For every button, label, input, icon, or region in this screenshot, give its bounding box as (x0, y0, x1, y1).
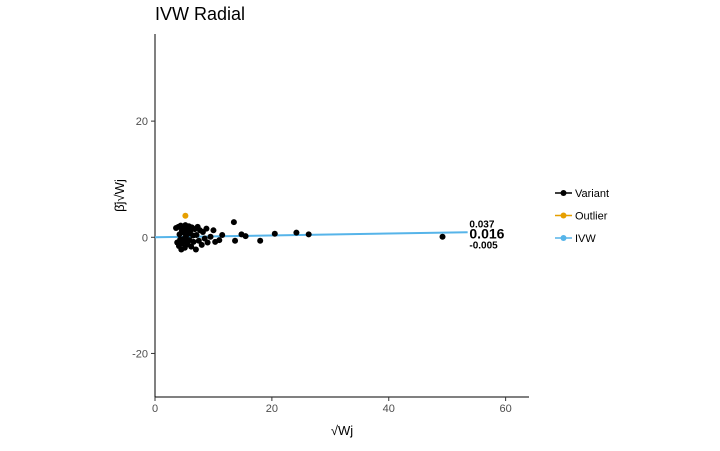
variant-point (207, 233, 214, 240)
y-axis-title: β̂j√Wj (112, 179, 127, 212)
legend-label: Outlier (575, 211, 608, 223)
variant-point (219, 231, 226, 238)
y-tick-label: 0 (142, 232, 148, 244)
variant-point (190, 238, 197, 245)
x-axis-title: √Wj (331, 423, 353, 438)
variant-point (203, 225, 210, 232)
x-tick-label: 20 (266, 403, 278, 415)
variant-point (192, 246, 199, 253)
chart-title: IVW Radial (155, 4, 246, 24)
x-tick-label: 0 (152, 403, 158, 415)
variant-point (198, 241, 205, 248)
variant-point (242, 233, 249, 240)
x-tick-label: 40 (383, 403, 395, 415)
y-tick-label: -20 (132, 348, 148, 360)
legend-key-point (560, 212, 567, 219)
variant-point (188, 243, 195, 250)
legend-label: Variant (575, 188, 609, 200)
variant-point (271, 230, 278, 237)
legend-key-point (560, 190, 567, 196)
variant-point (257, 237, 264, 244)
variant-point (193, 231, 200, 238)
variant-point (439, 233, 446, 240)
x-tick-label: 60 (500, 403, 512, 415)
variant-point (232, 237, 239, 244)
variant-point (293, 229, 300, 236)
estimate-label: -0.005 (469, 241, 498, 252)
variant-point (204, 239, 211, 246)
variant-point (216, 237, 223, 244)
legend-key-point (560, 235, 567, 241)
estimate-label: 0.037 (469, 219, 494, 230)
y-tick-label: 20 (136, 116, 148, 128)
variant-point (210, 227, 217, 234)
estimate-label: 0.016 (469, 225, 504, 241)
variant-point (230, 219, 237, 226)
variant-point (305, 231, 312, 238)
outlier-point (182, 212, 189, 219)
legend-label: IVW (575, 233, 596, 245)
